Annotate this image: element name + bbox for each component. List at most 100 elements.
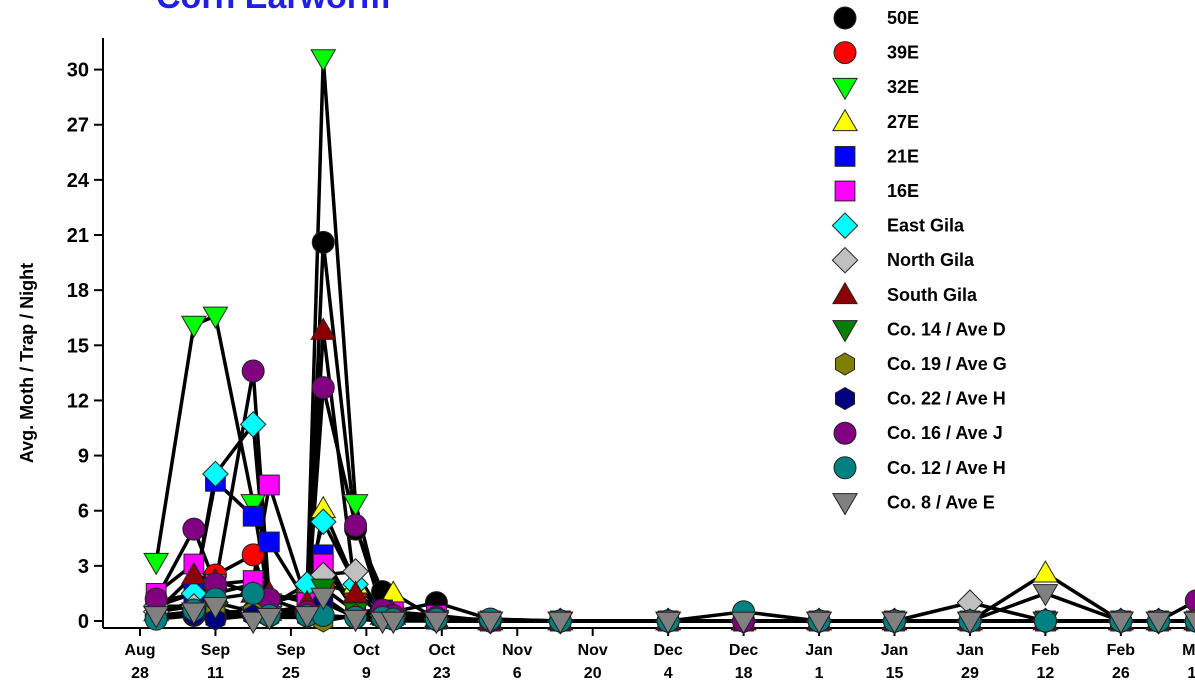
data-point-co-8-ave-e <box>240 611 267 635</box>
legend-label: Co. 8 / Ave E <box>887 492 995 512</box>
x-tick-day: 29 <box>961 665 979 682</box>
legend-entry: North Gila <box>831 246 975 274</box>
y-tick-label: 0 <box>78 611 89 633</box>
legend-label: 50E <box>887 8 919 28</box>
data-point-co-8-ave-e <box>202 596 229 620</box>
legend-marker <box>832 320 858 343</box>
y-tick-label: 24 <box>67 170 90 192</box>
data-point-co-16-ave-j <box>182 517 206 541</box>
legend-label: 32E <box>887 77 919 97</box>
y-tick-label: 3 <box>78 556 89 578</box>
legend-marker <box>834 352 856 376</box>
data-point-co-8-ave-e <box>1107 611 1134 635</box>
x-tick-month: Feb <box>1031 642 1060 659</box>
x-tick-day: 15 <box>886 665 904 682</box>
legend-entry: 32E <box>832 77 919 101</box>
data-point-east-gila <box>309 508 337 536</box>
x-tick-label: Oct 9 <box>353 642 380 682</box>
data-point-32e <box>180 315 207 339</box>
x-tick-month: Jan <box>956 642 984 659</box>
x-tick-label: Sep 11 <box>201 642 231 682</box>
x-tick-label: Oct 23 <box>428 642 455 682</box>
data-point-south-gila <box>342 580 369 603</box>
data-point-co-8-ave-e <box>310 587 337 611</box>
data-point-co-8-ave-e <box>342 609 369 633</box>
legend-label: 39E <box>887 43 919 63</box>
y-tick-label: 15 <box>67 335 89 357</box>
legend-label: East Gila <box>887 216 965 236</box>
legend-label: North Gila <box>887 250 975 270</box>
legend-entry: Co. 22 / Ave H <box>834 387 1006 411</box>
x-tick-label: Jan 29 <box>956 642 984 682</box>
data-point-co-8-ave-e <box>1183 611 1195 632</box>
legend-label: Co. 16 / Ave J <box>887 423 1003 443</box>
x-tick-month: Sep <box>201 642 231 659</box>
legend-label: Co. 14 / Ave D <box>887 319 1006 339</box>
x-tick-day: 25 <box>282 665 300 682</box>
data-point-co-16-ave-j <box>344 513 368 537</box>
legend-marker <box>832 281 858 305</box>
legend-marker <box>831 212 859 239</box>
data-point-32e <box>342 494 369 517</box>
legend-entry: Co. 14 / Ave D <box>832 319 1006 343</box>
x-tick-month: Mar <box>1182 642 1195 659</box>
legend-marker <box>831 246 859 274</box>
data-point-co-8-ave-e <box>380 611 407 635</box>
legend-label: Co. 22 / Ave H <box>887 389 1006 409</box>
x-tick-label: Nov 6 <box>502 642 532 682</box>
x-tick-month: Oct <box>428 642 455 659</box>
legend-marker <box>833 421 857 445</box>
y-tick-label: 18 <box>67 280 89 302</box>
x-tick-day: 12 <box>1187 665 1195 682</box>
legend-marker <box>832 493 858 516</box>
legend-entry: East Gila <box>831 212 965 239</box>
legend-label: Co. 19 / Ave G <box>887 354 1007 374</box>
data-point-co-8-ave-e <box>256 608 283 631</box>
x-tick-day: 12 <box>1037 665 1055 682</box>
data-point-south-gila <box>310 317 337 340</box>
legend-entry: 16E <box>834 180 919 202</box>
x-tick-label: Dec 18 <box>729 642 758 682</box>
data-point-co-8-ave-e <box>1032 584 1059 607</box>
legend-entry: 39E <box>833 41 919 65</box>
x-tick-month: Jan <box>805 642 833 659</box>
data-point-co-8-ave-e <box>730 611 757 635</box>
x-tick-month: Oct <box>353 642 380 659</box>
data-point-east-gila <box>202 460 229 488</box>
x-tick-label: Mar 12 <box>1182 642 1195 682</box>
x-tick-month: Feb <box>1107 642 1136 659</box>
x-tick-day: 28 <box>131 665 149 682</box>
legend-label: 16E <box>887 181 919 201</box>
legend-marker <box>833 6 857 30</box>
data-point-co-12-ave-h <box>1033 609 1057 633</box>
legend-label: 27E <box>887 112 919 132</box>
data-point-co-8-ave-e <box>294 606 321 629</box>
x-tick-month: Dec <box>729 642 758 659</box>
legend-label: South Gila <box>887 285 978 305</box>
data-point-co-8-ave-e <box>477 611 504 635</box>
data-point-co-8-ave-e <box>547 611 574 635</box>
y-tick-label: 21 <box>67 225 89 247</box>
legend-entry: 21E <box>834 146 919 167</box>
data-point-32e <box>310 49 337 72</box>
data-point-co-12-ave-h <box>241 581 265 605</box>
x-tick-day: 9 <box>362 665 371 682</box>
x-tick-day: 4 <box>664 665 673 682</box>
x-tick-label: Dec 4 <box>653 642 682 682</box>
y-tick-label: 30 <box>67 60 89 82</box>
data-point-east-gila <box>239 410 267 438</box>
data-point-32e <box>202 306 229 329</box>
x-tick-month: Nov <box>578 642 608 659</box>
x-tick-day: 23 <box>433 665 451 682</box>
y-tick-label: 9 <box>78 446 89 468</box>
x-tick-day: 26 <box>1112 665 1130 682</box>
legend-label: Co. 12 / Ave H <box>887 458 1006 478</box>
data-point-21e <box>258 531 280 553</box>
legend-entry: Co. 16 / Ave J <box>833 421 1003 445</box>
data-point-co-16-ave-j <box>311 376 335 400</box>
data-point-16e <box>258 474 280 496</box>
legend: 50E 39E 32E 27E 21E 16E East Gila North Gila Sou… <box>831 6 1007 516</box>
data-point-co-16-ave-j <box>1184 589 1195 613</box>
